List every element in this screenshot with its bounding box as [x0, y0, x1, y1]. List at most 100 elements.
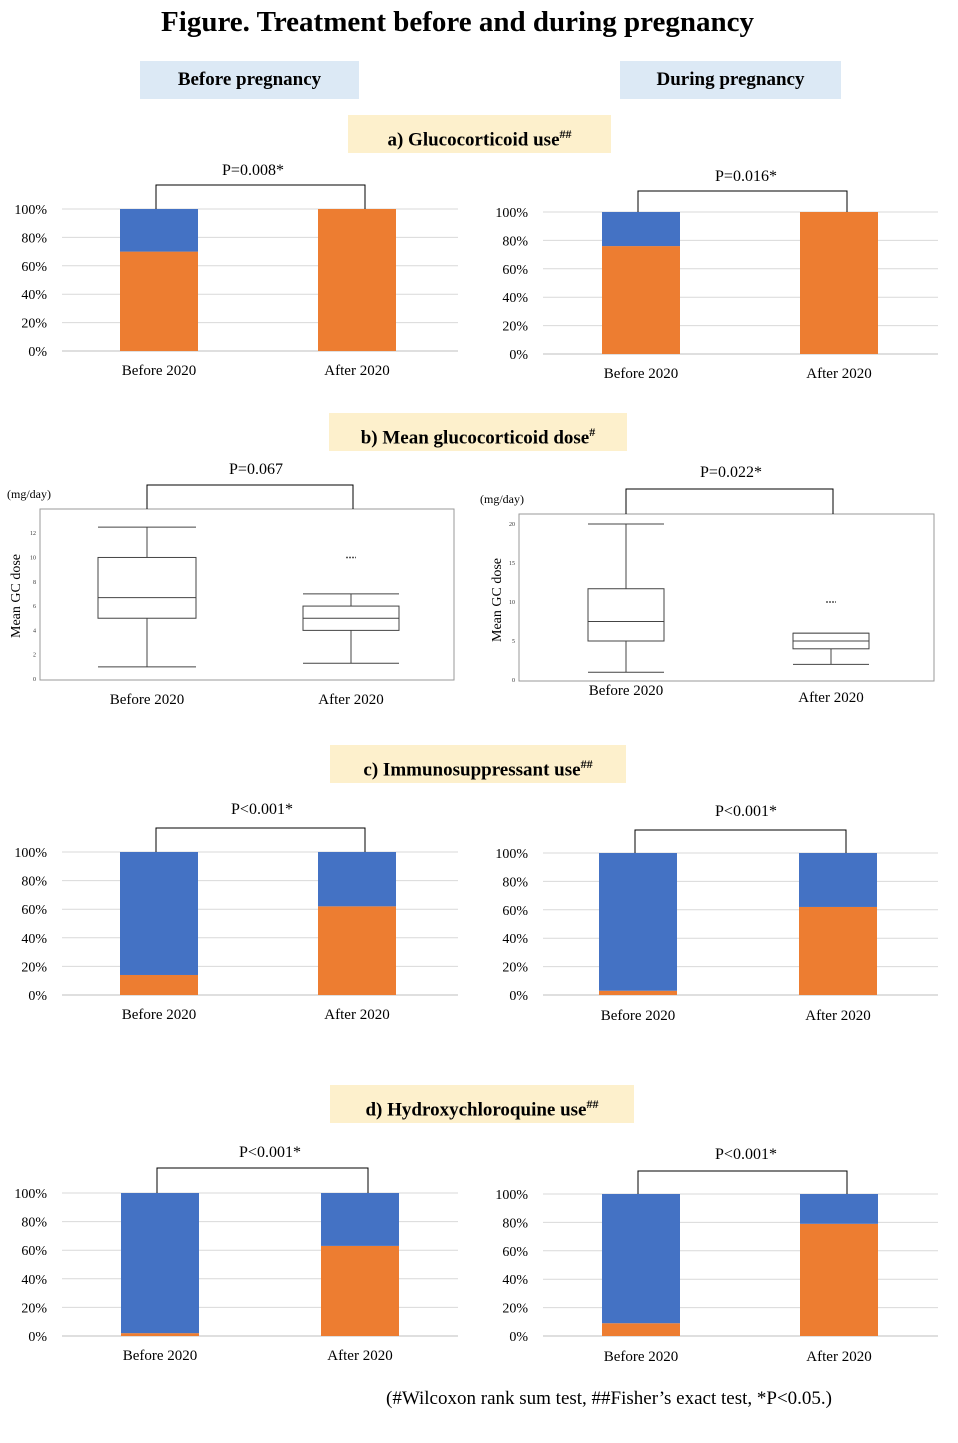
significance-bracket — [146, 484, 354, 509]
y-axis-label: Mean GC dose — [490, 558, 505, 642]
section-mark: ## — [559, 127, 572, 141]
x-category-label: After 2020 — [798, 690, 863, 706]
y-tick-label: 40% — [21, 288, 47, 303]
bar-segment — [602, 212, 680, 247]
x-category-label: After 2020 — [324, 1007, 389, 1023]
section-label: d) Hydroxychloroquine use — [365, 1099, 587, 1121]
x-category-label: Before 2020 — [110, 692, 185, 708]
x-category-label: After 2020 — [806, 366, 871, 382]
bar-segment — [800, 212, 878, 354]
x-category-label: Before 2020 — [601, 1008, 676, 1024]
y-tick-label: 40% — [21, 1273, 47, 1288]
box — [587, 588, 665, 642]
bar-segment — [800, 1194, 878, 1224]
box — [97, 556, 197, 619]
significance-bracket — [637, 190, 848, 212]
unit-label: (mg/day) — [7, 487, 51, 501]
section-label: a) Glucocorticoid use — [387, 129, 560, 151]
significance-bracket — [634, 829, 847, 853]
p-value-label: P=0.016* — [715, 168, 777, 185]
y-tick-label: 0% — [509, 989, 528, 1004]
significance-bracket — [155, 184, 366, 209]
y-tick-label: 40% — [502, 1273, 528, 1288]
significance-bracket — [155, 827, 366, 852]
y-tick-label: 80% — [502, 875, 528, 890]
y-tick-label: 20% — [21, 1301, 47, 1316]
y-tick-label: 0% — [28, 989, 47, 1004]
y-tick-label: 20 — [509, 522, 515, 528]
y-tick-label: 60% — [21, 260, 47, 275]
p-value-label: P<0.001* — [715, 803, 777, 820]
y-tick-label: 4 — [33, 628, 36, 634]
y-tick-label: 10 — [30, 555, 36, 561]
section-header-a: a) Glucocorticoid use## — [348, 115, 611, 153]
section-mark: ## — [586, 1097, 599, 1111]
x-category-label: After 2020 — [318, 692, 383, 708]
bar-segment — [318, 906, 396, 995]
significance-bracket — [156, 1167, 369, 1193]
y-tick-label: 100% — [14, 846, 47, 861]
bar-segment — [799, 906, 877, 995]
y-tick-label: 20% — [502, 961, 528, 976]
y-tick-label: 40% — [21, 932, 47, 947]
x-category-label: Before 2020 — [122, 363, 197, 379]
y-tick-label: 100% — [495, 206, 528, 221]
y-tick-label: 100% — [495, 847, 528, 862]
section-label: b) Mean glucocorticoid dose — [360, 427, 590, 449]
y-tick-label: 40% — [502, 932, 528, 947]
y-tick-label: 20% — [502, 1302, 528, 1317]
bar-segment — [599, 853, 677, 991]
y-tick-label: 0% — [28, 1330, 47, 1345]
y-tick-label: 60% — [502, 263, 528, 278]
x-category-label: Before 2020 — [589, 683, 664, 699]
bar-segment — [120, 852, 198, 975]
figure-title: Figure. Treatment before and during preg… — [161, 6, 754, 38]
y-tick-label: 60% — [21, 1244, 47, 1259]
column-header-during: During pregnancy — [620, 61, 841, 99]
p-value-label: P=0.022* — [700, 464, 762, 481]
y-tick-label: 0% — [509, 1330, 528, 1345]
y-tick-label: 80% — [21, 875, 47, 890]
bar-segment — [800, 1223, 878, 1336]
y-tick-label: 0% — [28, 345, 47, 360]
bar-segment — [120, 209, 198, 252]
y-tick-label: 8 — [33, 580, 36, 586]
y-tick-label: 20% — [21, 317, 47, 332]
p-value-label: P=0.008* — [222, 162, 284, 179]
bar-segment — [121, 1193, 199, 1334]
section-header-b: b) Mean glucocorticoid dose# — [329, 413, 627, 451]
unit-label: (mg/day) — [480, 492, 524, 506]
x-category-label: Before 2020 — [604, 1349, 679, 1365]
significance-bracket — [625, 488, 834, 514]
column-header-before: Before pregnancy — [140, 61, 359, 99]
y-tick-label: 15 — [509, 561, 515, 567]
bar-segment — [318, 209, 396, 351]
x-category-label: After 2020 — [805, 1008, 870, 1024]
bar-segment — [602, 246, 680, 354]
section-header-d: d) Hydroxychloroquine use## — [330, 1085, 634, 1123]
plot-frame — [39, 508, 455, 681]
section-label: c) Immunosuppressant use — [363, 759, 581, 781]
y-tick-label: 100% — [14, 203, 47, 218]
p-value-label: P<0.001* — [715, 1146, 777, 1163]
bar-segment — [318, 852, 396, 907]
x-category-label: After 2020 — [327, 1348, 392, 1364]
x-category-label: After 2020 — [324, 363, 389, 379]
significance-bracket — [637, 1170, 848, 1194]
bar-segment — [120, 251, 198, 351]
y-tick-label: 0% — [509, 348, 528, 363]
section-mark: ## — [580, 757, 593, 771]
y-tick-label: 80% — [502, 234, 528, 249]
p-value-label: P=0.067 — [229, 461, 283, 478]
x-category-label: Before 2020 — [122, 1007, 197, 1023]
bar-segment — [321, 1245, 399, 1336]
bar-segment — [799, 853, 877, 907]
y-tick-label: 20% — [502, 320, 528, 335]
bar-segment — [599, 990, 677, 995]
y-tick-label: 10 — [509, 600, 515, 606]
y-tick-label: 0 — [512, 678, 515, 684]
y-tick-label: 20% — [21, 960, 47, 975]
p-value-label: P<0.001* — [231, 801, 293, 818]
y-tick-label: 5 — [512, 639, 515, 645]
